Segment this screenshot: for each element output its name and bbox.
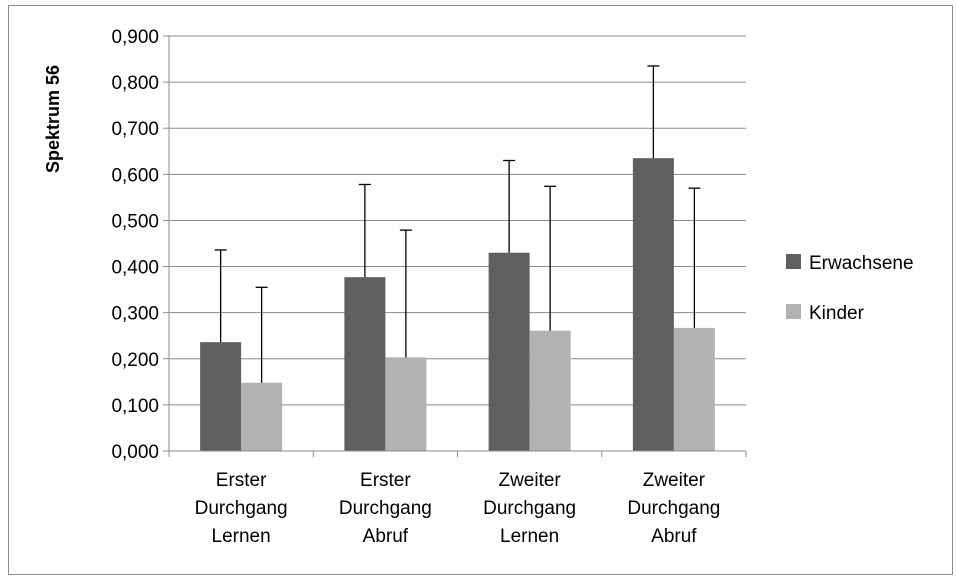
legend: Erwachsene Kinder	[786, 253, 914, 324]
y-tick-label: 0,500	[111, 211, 159, 232]
x-category-label: Zweiter Durchgang Abruf	[627, 470, 720, 547]
y-tick-label: 0,300	[111, 304, 159, 325]
x-category-label-line: Erster	[360, 470, 411, 491]
x-category-label-line: Abruf	[651, 526, 697, 547]
x-category-label-line: Lernen	[500, 526, 559, 547]
gridlines	[169, 35, 746, 406]
y-tick-label: 0,900	[111, 27, 159, 48]
axis-labels: 0,000 0,100 0,200 0,300 0,400 0,500 0,600 0,700…	[111, 27, 720, 547]
x-category-label-line: Durchgang	[195, 498, 288, 519]
bar	[385, 357, 427, 451]
x-category-label-line: Zweiter	[643, 470, 706, 491]
y-tick-label: 0,600	[111, 165, 159, 186]
legend-label: Kinder	[809, 303, 865, 324]
x-category-label-line: Durchgang	[483, 498, 576, 519]
y-tick-label: 0,800	[111, 73, 159, 94]
bars	[200, 158, 715, 451]
legend-label: Erwachsene	[809, 253, 914, 274]
error-bars	[214, 65, 701, 383]
x-category-label-line: Lernen	[212, 526, 271, 547]
bar	[241, 382, 283, 451]
x-category-label: Erster Durchgang Lernen	[195, 470, 288, 547]
x-category-label-line: Zweiter	[498, 470, 561, 491]
y-tick-label: 0,400	[111, 258, 159, 279]
chart-frame: 0,000 0,100 0,200 0,300 0,400 0,500 0,600 0,700…	[8, 5, 953, 575]
y-axis-title: Spektrum 56	[43, 65, 63, 173]
bar	[488, 252, 530, 451]
x-category-label-line: Durchgang	[627, 498, 720, 519]
x-category-label: Erster Durchgang Abruf	[339, 470, 432, 547]
y-tick-label: 0,700	[111, 119, 159, 140]
bar	[673, 327, 715, 451]
y-tick-label: 0,100	[111, 396, 159, 417]
x-category-label: Zweiter Durchgang Lernen	[483, 470, 576, 547]
x-category-label-line: Erster	[216, 470, 267, 491]
x-category-label-line: Abruf	[363, 526, 409, 547]
x-category-label-line: Durchgang	[339, 498, 432, 519]
y-tick-label: 0,200	[111, 350, 159, 371]
bar	[344, 277, 386, 451]
legend-swatch	[786, 304, 801, 319]
bar	[529, 330, 571, 451]
bar	[632, 158, 674, 451]
axes	[163, 35, 747, 457]
bar	[200, 342, 242, 451]
bar-chart: 0,000 0,100 0,200 0,300 0,400 0,500 0,600 0,700…	[43, 27, 914, 547]
y-tick-label: 0,000	[111, 442, 159, 463]
legend-swatch	[786, 254, 801, 269]
